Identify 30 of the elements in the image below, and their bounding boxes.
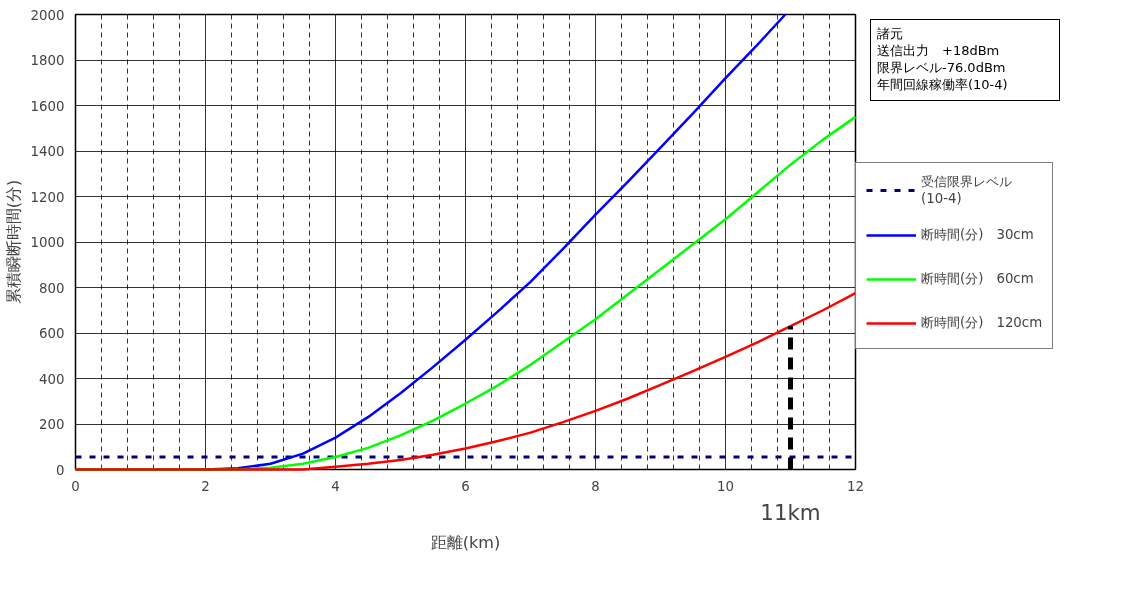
line-series — [74, 291, 857, 471]
y-axis-title: 累積瞬断時間(分) — [3, 179, 23, 305]
y-tick-label: 200 — [39, 417, 65, 432]
y-tick-label: 400 — [39, 371, 65, 387]
legend-label: 受信限界レベル (10-4) — [921, 173, 1012, 206]
x-tick-label: 12 — [847, 478, 864, 494]
x-axis-title: 距離(km) — [430, 532, 501, 552]
x-tick-label: 0 — [71, 478, 80, 494]
legend-label: 断時間(分) 30cm — [921, 226, 1034, 244]
y-tick-label: 2000 — [30, 7, 65, 23]
y-tick-label: 1200 — [30, 189, 65, 205]
y-tick-label: 1600 — [30, 98, 65, 114]
text: 年間回線稼働率(10-4) — [877, 76, 1008, 94]
x-tick-label: 10 — [717, 478, 734, 494]
text: 送信出力 +18dBm — [877, 42, 1001, 60]
y-tick-label: 800 — [39, 280, 65, 296]
annotation: 11km — [760, 499, 821, 525]
y-tick-label: 1000 — [30, 235, 65, 250]
x-tick-label: 8 — [591, 478, 600, 494]
x-tick-label: 6 — [461, 478, 470, 494]
y-tick-label: 1400 — [30, 144, 65, 159]
legend-label: 断時間(分) 60cm — [921, 270, 1034, 288]
y-tick-label: 1800 — [30, 53, 65, 68]
y-tick-label: 600 — [39, 326, 65, 341]
text: 諸元 — [877, 26, 904, 43]
x-tick-label: 4 — [331, 478, 340, 494]
text: 限界レベル-76.0dBm — [877, 59, 1007, 77]
legend-label: 断時間(分) 120cm — [921, 314, 1043, 332]
y-tick-label: 0 — [56, 462, 65, 478]
x-tick-label: 2 — [201, 478, 210, 494]
